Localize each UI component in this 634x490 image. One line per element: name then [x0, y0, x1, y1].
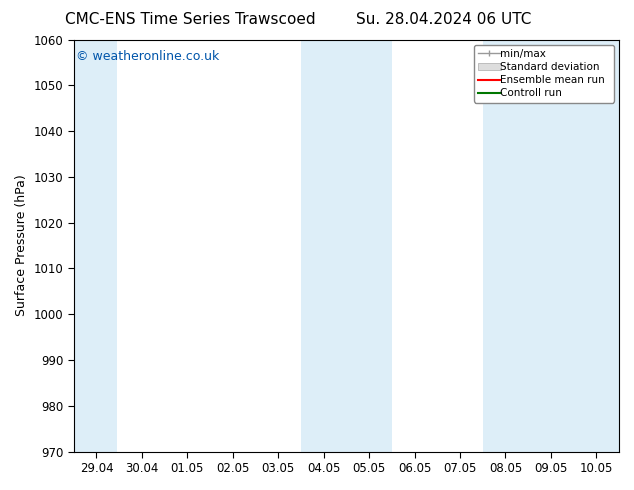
Y-axis label: Surface Pressure (hPa): Surface Pressure (hPa) [15, 175, 28, 317]
Text: © weatheronline.co.uk: © weatheronline.co.uk [77, 50, 220, 63]
Bar [301, 40, 392, 452]
Bar [74, 40, 117, 452]
Bar [482, 40, 619, 452]
Legend: min/max, Standard deviation, Ensemble mean run, Controll run: min/max, Standard deviation, Ensemble me… [474, 45, 614, 102]
Text: Su. 28.04.2024 06 UTC: Su. 28.04.2024 06 UTC [356, 12, 531, 27]
Text: CMC-ENS Time Series Trawscoed: CMC-ENS Time Series Trawscoed [65, 12, 316, 27]
